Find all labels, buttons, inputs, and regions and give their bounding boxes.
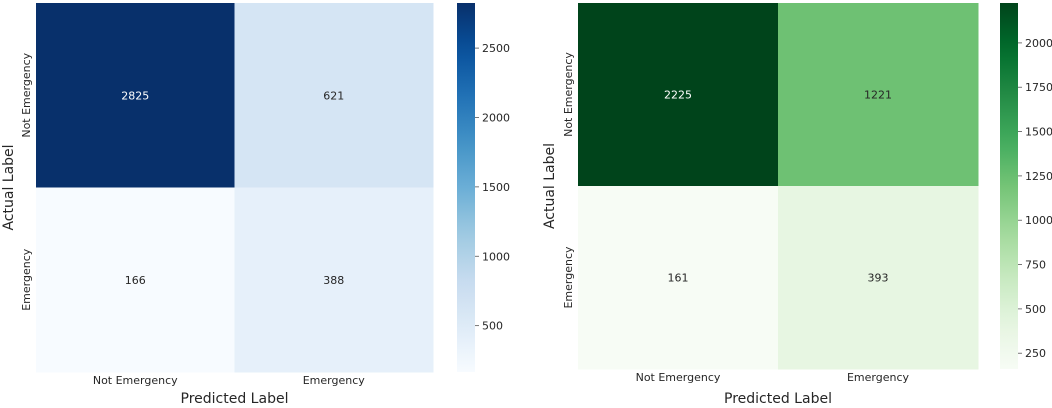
y-axis-label: Actual Label [542, 143, 558, 229]
heatmap-cell-r0-c0 [36, 3, 235, 188]
x-axis-label: Predicted Label [724, 391, 832, 407]
heatmap-cell-r0-c1 [234, 3, 434, 188]
heatmap-cell-r0-c1 [778, 3, 979, 187]
cell-value-label-r1-c0: 166 [125, 274, 146, 287]
confusion-matrix-blue: 2825 621 166 388 Not Emergency Emergency Not E… [1, 3, 510, 407]
x-axis-label: Predicted Label [181, 391, 289, 407]
x-tick-label-0: Not Emergency [636, 371, 721, 384]
colorbar-tick-label-4: 2500 [482, 42, 510, 55]
cell-value-label-r0-c1: 621 [323, 89, 344, 102]
cell-value-label-r0-c0: 2825 [121, 89, 149, 102]
colorbar [1000, 3, 1018, 369]
colorbar-tick-label-0: 250 [1025, 347, 1046, 360]
colorbar-tick-label-3: 2000 [482, 111, 510, 124]
cell-value-label-r1-c1: 393 [868, 272, 889, 285]
cell-value-label-r0-c0: 2225 [664, 89, 692, 102]
colorbar-tick-label-5: 1500 [1025, 126, 1052, 139]
cell-value-label-r0-c1: 1221 [864, 89, 892, 102]
x-tick-label-0: Not Emergency [93, 374, 178, 387]
cell-value-label-r1-c0: 161 [668, 272, 689, 285]
cell-value-label-r1-c1: 388 [323, 274, 344, 287]
y-tick-label-0: Not Emergency [562, 52, 575, 137]
colorbar-tick-label-4: 1250 [1025, 170, 1052, 183]
heatmap-cell-r0-c0 [578, 3, 779, 187]
y-axis-label: Actual Label [1, 144, 17, 230]
heatmap-cell-r1-c1 [778, 186, 979, 370]
y-tick-label-1: Emergency [20, 248, 33, 311]
colorbar-tick-label-6: 1750 [1025, 81, 1052, 94]
heatmap-cell-r1-c1 [234, 187, 434, 373]
x-tick-label-1: Emergency [303, 374, 366, 387]
colorbar-tick-label-7: 2000 [1025, 37, 1052, 50]
confusion-matrix-green: 2225 1221 161 393 Not Emergency Emergency Not … [542, 3, 1052, 407]
colorbar-tick-label-2: 750 [1025, 259, 1046, 272]
colorbar-tick-label-2: 1500 [482, 181, 510, 194]
colorbar-tick-label-1: 1000 [482, 250, 510, 263]
colorbar-tick-label-0: 500 [482, 320, 503, 333]
y-tick-label-0: Not Emergency [20, 52, 33, 137]
heatmap-cell-r1-c0 [578, 186, 779, 370]
y-tick-label-1: Emergency [562, 246, 575, 309]
colorbar-tick-label-3: 1000 [1025, 214, 1052, 227]
x-tick-label-1: Emergency [847, 371, 910, 384]
heatmap-cell-r1-c0 [36, 187, 235, 373]
colorbar [457, 3, 475, 372]
colorbar-tick-label-1: 500 [1025, 303, 1046, 316]
